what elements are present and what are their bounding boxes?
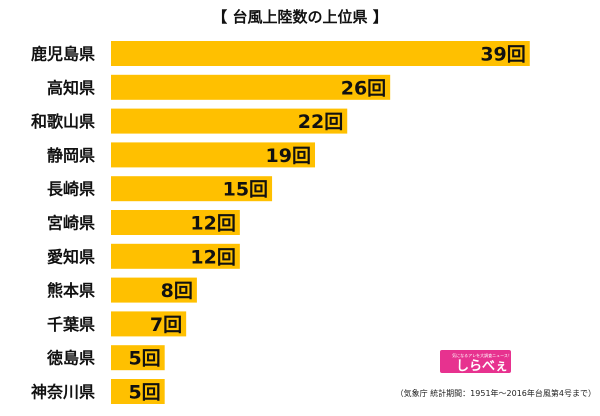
category-label-8: 熊本県 xyxy=(47,281,95,300)
value-label-7: 12回 xyxy=(190,246,235,268)
value-label-3: 22回 xyxy=(298,111,343,133)
category-label-3: 和歌山県 xyxy=(31,112,95,131)
bar-4 xyxy=(111,142,316,168)
category-label-10: 徳島県 xyxy=(46,349,95,368)
category-label-9: 千葉県 xyxy=(47,315,95,334)
category-label-11: 神奈川県 xyxy=(31,383,95,402)
category-label-7: 愛知県 xyxy=(47,247,95,266)
bar-10 xyxy=(111,345,165,371)
value-label-10: 5回 xyxy=(128,348,160,370)
value-label-4: 19回 xyxy=(266,145,311,167)
bar-5 xyxy=(111,176,273,202)
shirabee-logo: 気になるアレを大調査ニュース！ しらべぇ xyxy=(440,350,512,374)
value-label-5: 15回 xyxy=(223,179,268,201)
bar-1 xyxy=(111,41,530,66)
bar-2 xyxy=(111,74,391,100)
category-label-5: 長崎県 xyxy=(47,180,95,199)
logo-tagline: 気になるアレを大調査ニュース！ xyxy=(452,352,512,358)
chart-title: 【 台風上陸数の上位県 】 xyxy=(212,8,387,26)
category-label-1: 鹿児島県 xyxy=(31,45,95,64)
source-note: （気象庁 統計期間：1951年〜2016年台風第4号まで） xyxy=(396,388,596,398)
value-label-1: 39回 xyxy=(480,44,525,66)
bar-6 xyxy=(111,210,240,235)
bar-3 xyxy=(111,108,348,134)
bar-8 xyxy=(111,277,197,303)
category-label-4: 静岡県 xyxy=(47,146,95,165)
bar-7 xyxy=(111,243,240,269)
value-label-8: 8回 xyxy=(161,280,193,302)
category-label-2: 高知県 xyxy=(47,78,95,97)
logo-background xyxy=(440,350,511,373)
value-label-2: 26回 xyxy=(341,77,386,99)
bar-9 xyxy=(111,311,187,337)
value-label-11: 5回 xyxy=(128,382,160,404)
logo-wordmark: しらべぇ xyxy=(456,359,508,374)
value-label-9: 7回 xyxy=(150,314,182,336)
value-label-6: 12回 xyxy=(190,213,235,235)
category-label-6: 宮崎県 xyxy=(47,214,95,233)
bar-11 xyxy=(111,379,165,404)
